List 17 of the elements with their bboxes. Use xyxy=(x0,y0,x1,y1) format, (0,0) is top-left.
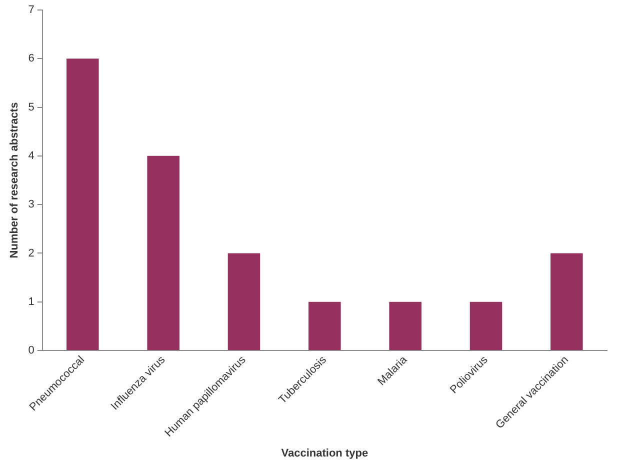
y-tick-label: 6 xyxy=(28,52,34,65)
x-axis-title: Vaccination type xyxy=(281,447,368,460)
bar xyxy=(66,58,99,350)
y-tick-label: 4 xyxy=(28,150,34,162)
y-tick-label: 5 xyxy=(28,101,34,114)
y-tick-label: 1 xyxy=(28,296,34,308)
bar xyxy=(308,302,341,350)
bar xyxy=(147,156,180,350)
bar xyxy=(550,253,583,350)
bar xyxy=(470,302,502,350)
y-tick-label: 2 xyxy=(28,247,34,260)
y-tick-label: 3 xyxy=(28,198,34,211)
y-tick-label: 0 xyxy=(28,344,34,357)
bar xyxy=(389,302,422,350)
y-axis-title: Number of research abstracts xyxy=(8,102,21,258)
bar xyxy=(228,253,260,350)
y-tick-label: 7 xyxy=(28,4,34,16)
